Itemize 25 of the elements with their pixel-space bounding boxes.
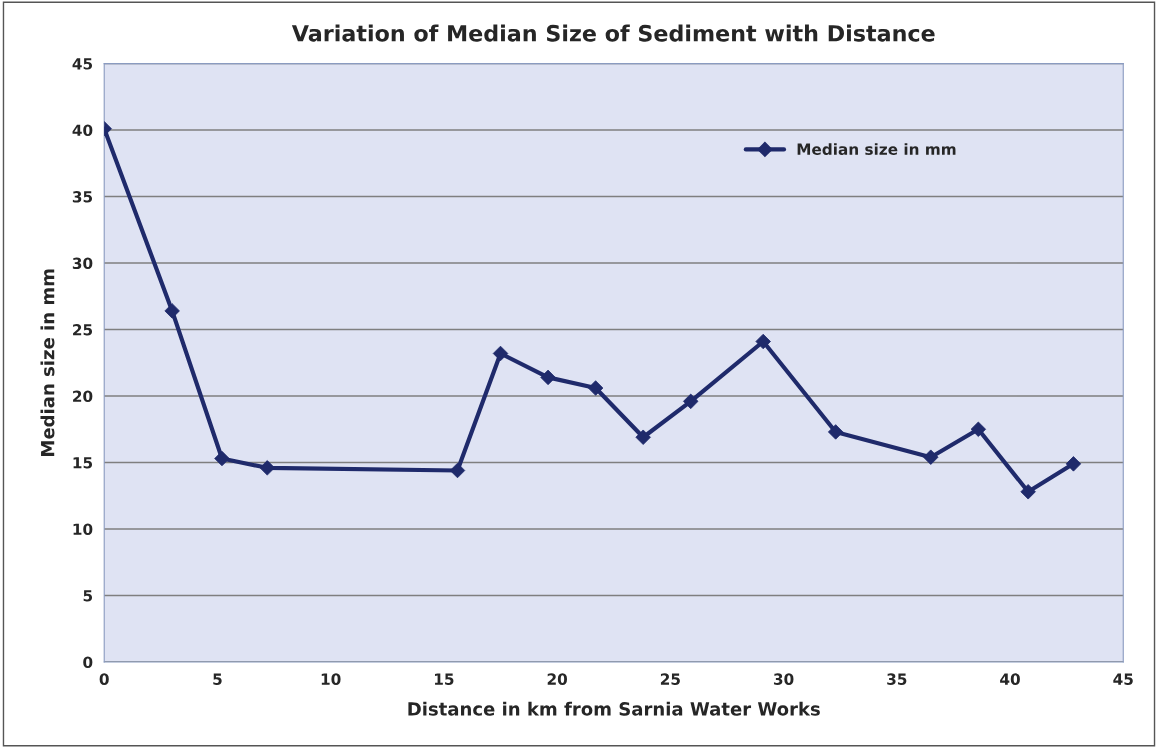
x-tick-label: 20	[547, 673, 568, 685]
y-tick-label: 5	[83, 590, 93, 602]
x-axis-title: Distance in km from Sarnia Water Works	[408, 701, 820, 716]
y-tick-label: 40	[72, 124, 93, 137]
x-tick-label: 5	[213, 673, 222, 685]
point	[449, 462, 466, 479]
x-tick-label: 15	[434, 673, 454, 685]
y-axis-title: Median size in mm	[40, 269, 55, 456]
x-tick-label: 10	[321, 673, 341, 685]
x-tick-label: 0	[99, 673, 109, 685]
chart-title: Variation of Median Size of Sediment with Distance	[291, 24, 935, 42]
legend-label: Median size in mm	[797, 143, 956, 155]
x-tick-label: 25	[660, 673, 680, 685]
y-tick-label: 15	[73, 457, 93, 469]
x-tick-label: 45	[1113, 673, 1133, 685]
y-tick-label: 25	[73, 324, 93, 336]
x-tick-label: 40	[1000, 673, 1020, 685]
y-tick-label: 35	[72, 191, 93, 203]
y-tick-label: 20	[73, 390, 93, 403]
x-tick-label: 35	[887, 673, 907, 685]
y-tick-label: 45	[72, 58, 93, 70]
y-tick-label: 30	[72, 257, 93, 270]
x-tick-label: 30	[773, 673, 794, 685]
y-tick-label: 0	[83, 656, 93, 668]
y-tick-label: 10	[73, 523, 93, 536]
